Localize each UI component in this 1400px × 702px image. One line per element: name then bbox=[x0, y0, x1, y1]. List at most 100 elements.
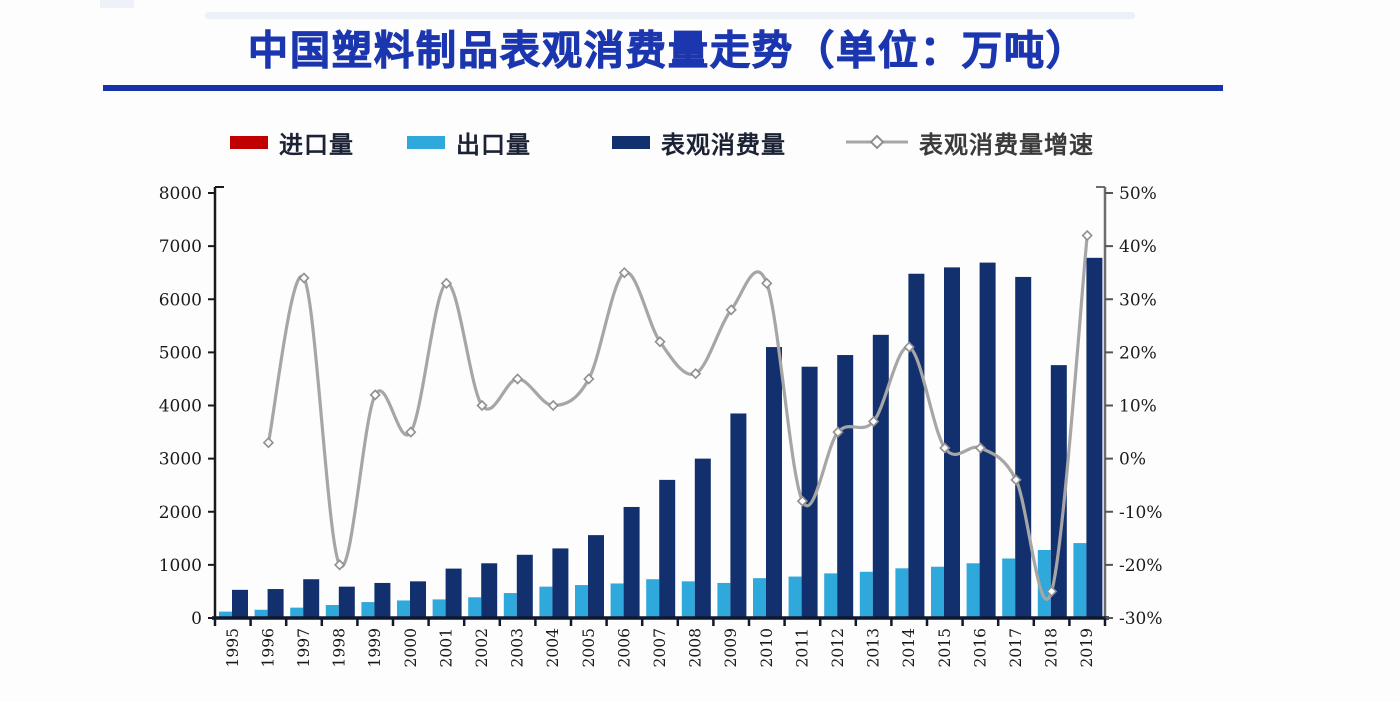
right-axis-label: 40% bbox=[1119, 237, 1157, 257]
x-axis-label: 2009 bbox=[722, 628, 740, 667]
growth-marker bbox=[725, 304, 737, 316]
left-axis-label: 7000 bbox=[159, 237, 202, 257]
x-axis-label: 2019 bbox=[1078, 628, 1096, 667]
bar-consumption bbox=[410, 581, 426, 618]
bar-consumption bbox=[979, 262, 996, 618]
x-axis-label: 2008 bbox=[687, 628, 705, 667]
growth-marker bbox=[547, 399, 559, 412]
left-axis-label: 5000 bbox=[159, 343, 202, 363]
bar-consumption bbox=[588, 535, 604, 618]
bar-export bbox=[325, 604, 339, 618]
x-axis-label: 2001 bbox=[437, 628, 455, 667]
bar-consumption bbox=[303, 579, 320, 618]
bar-consumption bbox=[338, 586, 355, 618]
bar-export bbox=[219, 611, 232, 618]
right-axis-label: 50% bbox=[1119, 184, 1157, 204]
bar-export bbox=[575, 585, 588, 618]
legend-label-import: 进口量 bbox=[279, 132, 354, 159]
growth-marker bbox=[440, 277, 453, 289]
bar-consumption bbox=[481, 563, 498, 618]
bar-consumption bbox=[374, 582, 391, 618]
left-axis-label: 4000 bbox=[159, 397, 202, 417]
right-axis-label: 30% bbox=[1119, 290, 1157, 310]
bar-export bbox=[432, 599, 446, 618]
bar-consumption bbox=[552, 548, 569, 618]
bar-export bbox=[468, 597, 482, 618]
growth-marker bbox=[903, 341, 915, 353]
bar-consumption bbox=[694, 458, 711, 618]
growth-marker bbox=[1045, 585, 1058, 598]
bar-export bbox=[859, 571, 873, 618]
bar-consumption bbox=[1050, 365, 1067, 618]
left-axis-label: 1000 bbox=[159, 556, 202, 576]
legend-item-import: 进口量 bbox=[230, 122, 354, 162]
growth-marker bbox=[511, 373, 524, 385]
right-axis-label: 10% bbox=[1119, 397, 1157, 417]
bar-export bbox=[824, 573, 838, 618]
left-axis-label: 3000 bbox=[159, 450, 202, 470]
growth-line bbox=[266, 233, 1089, 601]
x-axis-label: 2018 bbox=[1043, 628, 1061, 667]
bar-consumption bbox=[445, 568, 462, 618]
legend-item-growth: 表观消费量增速 bbox=[845, 122, 1094, 162]
x-axis-label: 1995 bbox=[224, 628, 242, 667]
growth-marker bbox=[298, 272, 310, 284]
bar-consumption bbox=[659, 479, 676, 618]
growth-marker bbox=[1081, 229, 1093, 242]
consumption-swatch-icon bbox=[612, 135, 650, 149]
bar-export bbox=[1037, 550, 1051, 618]
legend-label-export: 出口量 bbox=[456, 132, 531, 159]
bar-export bbox=[681, 581, 695, 618]
left-axis-label: 0 bbox=[191, 609, 202, 629]
x-axis-label: 2003 bbox=[509, 628, 527, 667]
legend-label-consumption: 表观消费量 bbox=[661, 132, 786, 159]
growth-marker bbox=[262, 437, 275, 449]
bar-export bbox=[290, 607, 304, 618]
right-axis-label: 0% bbox=[1119, 450, 1146, 470]
legend-item-consumption: 表观消费量 bbox=[612, 122, 786, 162]
bar-consumption bbox=[730, 413, 747, 618]
bar-export bbox=[753, 578, 766, 618]
x-axis-label: 2011 bbox=[793, 628, 811, 667]
growth-marker bbox=[867, 415, 880, 428]
right-axis-label: -30% bbox=[1119, 609, 1163, 629]
growth-marker bbox=[654, 336, 666, 348]
growth-marker bbox=[689, 367, 702, 380]
bar-export bbox=[539, 586, 553, 618]
bar-export bbox=[361, 602, 375, 618]
x-axis-label: 2013 bbox=[865, 628, 883, 667]
growth-marker bbox=[761, 277, 773, 289]
growth-marker bbox=[1010, 474, 1022, 486]
x-axis-label: 2002 bbox=[473, 628, 491, 667]
right-axis-label: 20% bbox=[1119, 343, 1157, 363]
bar-consumption bbox=[1086, 257, 1103, 618]
x-axis-label: 2005 bbox=[580, 628, 598, 667]
left-axis-label: 2000 bbox=[159, 503, 202, 523]
growth-marker bbox=[939, 442, 951, 454]
left-axis-label: 8000 bbox=[159, 184, 202, 204]
bar-consumption bbox=[801, 366, 818, 618]
x-axis-label: 2015 bbox=[936, 628, 954, 667]
legend: 进口量 出口量 表观消费量 表观消费量增速 bbox=[0, 122, 1400, 164]
bar-export bbox=[788, 576, 802, 618]
left-axis-label: 6000 bbox=[159, 290, 202, 310]
x-axis-label: 2017 bbox=[1007, 628, 1025, 667]
bar-export bbox=[931, 566, 944, 618]
import-swatch-icon bbox=[230, 135, 268, 149]
export-swatch-icon bbox=[407, 135, 445, 149]
growth-marker bbox=[405, 426, 417, 438]
growth-marker bbox=[476, 399, 488, 412]
bar-consumption bbox=[837, 355, 854, 618]
bar-consumption bbox=[267, 589, 284, 618]
growth-marker bbox=[583, 373, 595, 385]
growth-marker bbox=[796, 495, 809, 507]
bar-export bbox=[1073, 543, 1087, 618]
growth-marker bbox=[369, 389, 381, 401]
diamond-marker-icon bbox=[869, 134, 885, 150]
x-axis-label: 1997 bbox=[295, 628, 313, 667]
bar-export bbox=[966, 563, 980, 618]
bar-export bbox=[610, 583, 624, 618]
x-axis-label: 1998 bbox=[331, 628, 349, 667]
